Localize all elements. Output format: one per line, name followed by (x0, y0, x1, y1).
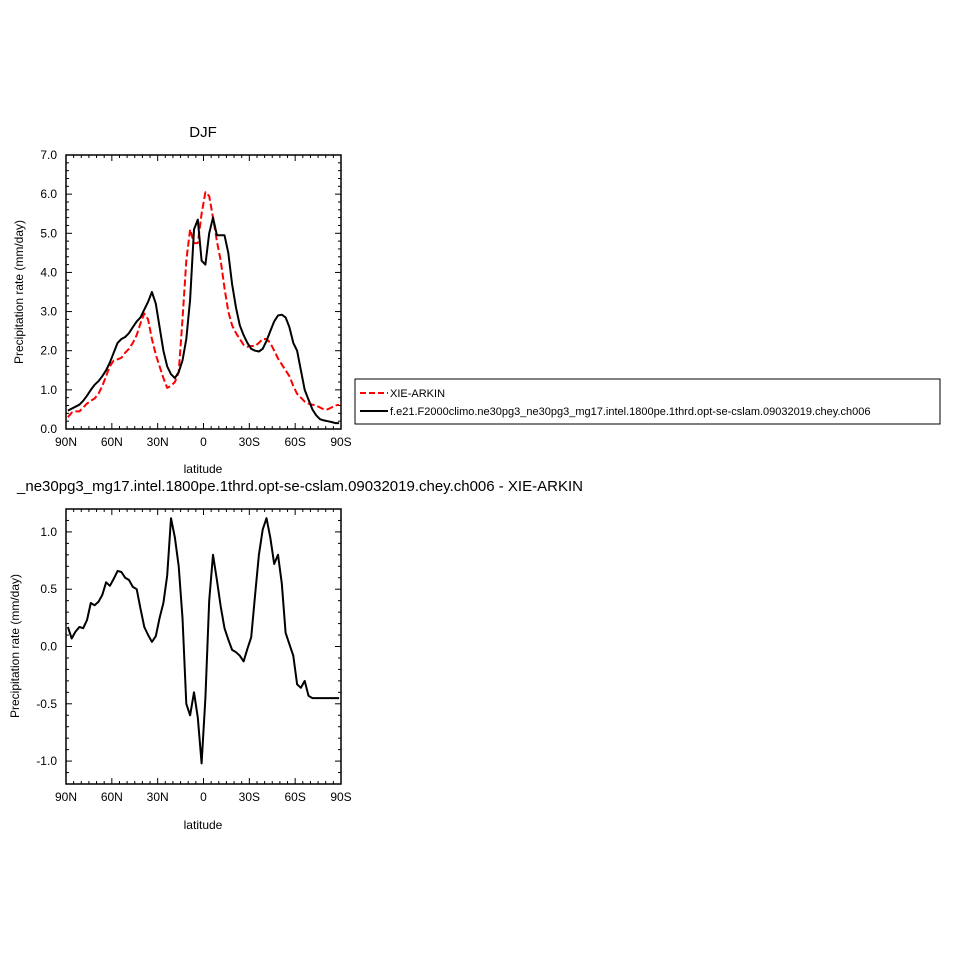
legend-entry-xie-arkin: XIE-ARKIN (390, 388, 445, 400)
top-chart-title: DJF (189, 124, 217, 141)
y-tick-label: 0.0 (40, 422, 57, 436)
top-series-group (67, 191, 340, 425)
y-tick-label: -0.5 (36, 697, 57, 711)
y-tick-label: 6.0 (40, 187, 57, 201)
y-tick-label: 1.0 (40, 383, 57, 397)
y-tick-label: 0.5 (40, 582, 57, 596)
x-tick-label: 90N (55, 435, 77, 449)
y-tick-label: 7.0 (40, 148, 57, 162)
bottom-series-group (66, 517, 340, 765)
x-tick-label: 60S (284, 790, 305, 804)
x-tick-label: 90S (330, 435, 351, 449)
x-tick-label: 60N (101, 790, 123, 804)
y-tick-label: 0.0 (40, 640, 57, 654)
top-axes: 90N 60N 30N 0 30S 60S 90S 0.0 1.0 2.0 3.0 4.0 5.0 6.0… (40, 148, 351, 449)
x-tick-label: 60N (101, 435, 123, 449)
x-tick-label: 0 (200, 435, 207, 449)
y-tick-label: 1.0 (40, 525, 57, 539)
series-line-1-0 (66, 517, 340, 765)
bottom-x-axis-label: latitude (184, 818, 223, 832)
y-tick-label: 4.0 (40, 265, 57, 279)
x-tick-label: 0 (200, 790, 207, 804)
x-tick-label: 90N (55, 790, 77, 804)
x-tick-label: 60S (284, 435, 305, 449)
y-tick-label: 2.0 (40, 344, 57, 358)
legend-entry-model: f.e21.F2000climo.ne30pg3_ne30pg3_mg17.in… (390, 406, 870, 418)
bottom-chart-title: _ne30pg3_mg17.intel.1800pe.1thrd.opt-se-… (16, 478, 583, 495)
top-plot-frame (65, 154, 342, 430)
legend: XIE-ARKIN f.e21.F2000climo.ne30pg3_ne30p… (354, 378, 941, 425)
bottom-y-axis-label: Precipitation rate (mm/day) (8, 574, 22, 718)
top-y-axis-label: Precipitation rate (mm/day) (12, 220, 26, 364)
x-tick-label: 30N (147, 435, 169, 449)
y-tick-label: 3.0 (40, 305, 57, 319)
y-tick-label: -1.0 (36, 754, 57, 768)
bottom-axes: 90N 60N 30N 0 30S 60S 90S -1.0 -0.5 0.0 0.5 1.0 (36, 508, 352, 804)
series-line-0-1 (67, 216, 340, 425)
legend-box (354, 378, 941, 425)
top-x-axis-label: latitude (184, 462, 223, 476)
y-tick-label: 5.0 (40, 226, 57, 240)
top-panel: DJF 90N 60N 30N 0 30S 60S 90S 0.0 1.0 2.0 3.0 4.0 5.… (12, 124, 352, 476)
bottom-plot-frame (65, 508, 342, 785)
series-line-0-0 (67, 191, 340, 418)
x-tick-label: 30S (239, 435, 260, 449)
x-tick-label: 30S (239, 790, 260, 804)
bottom-panel: _ne30pg3_mg17.intel.1800pe.1thrd.opt-se-… (8, 478, 583, 832)
x-tick-label: 90S (330, 790, 351, 804)
x-tick-label: 30N (147, 790, 169, 804)
